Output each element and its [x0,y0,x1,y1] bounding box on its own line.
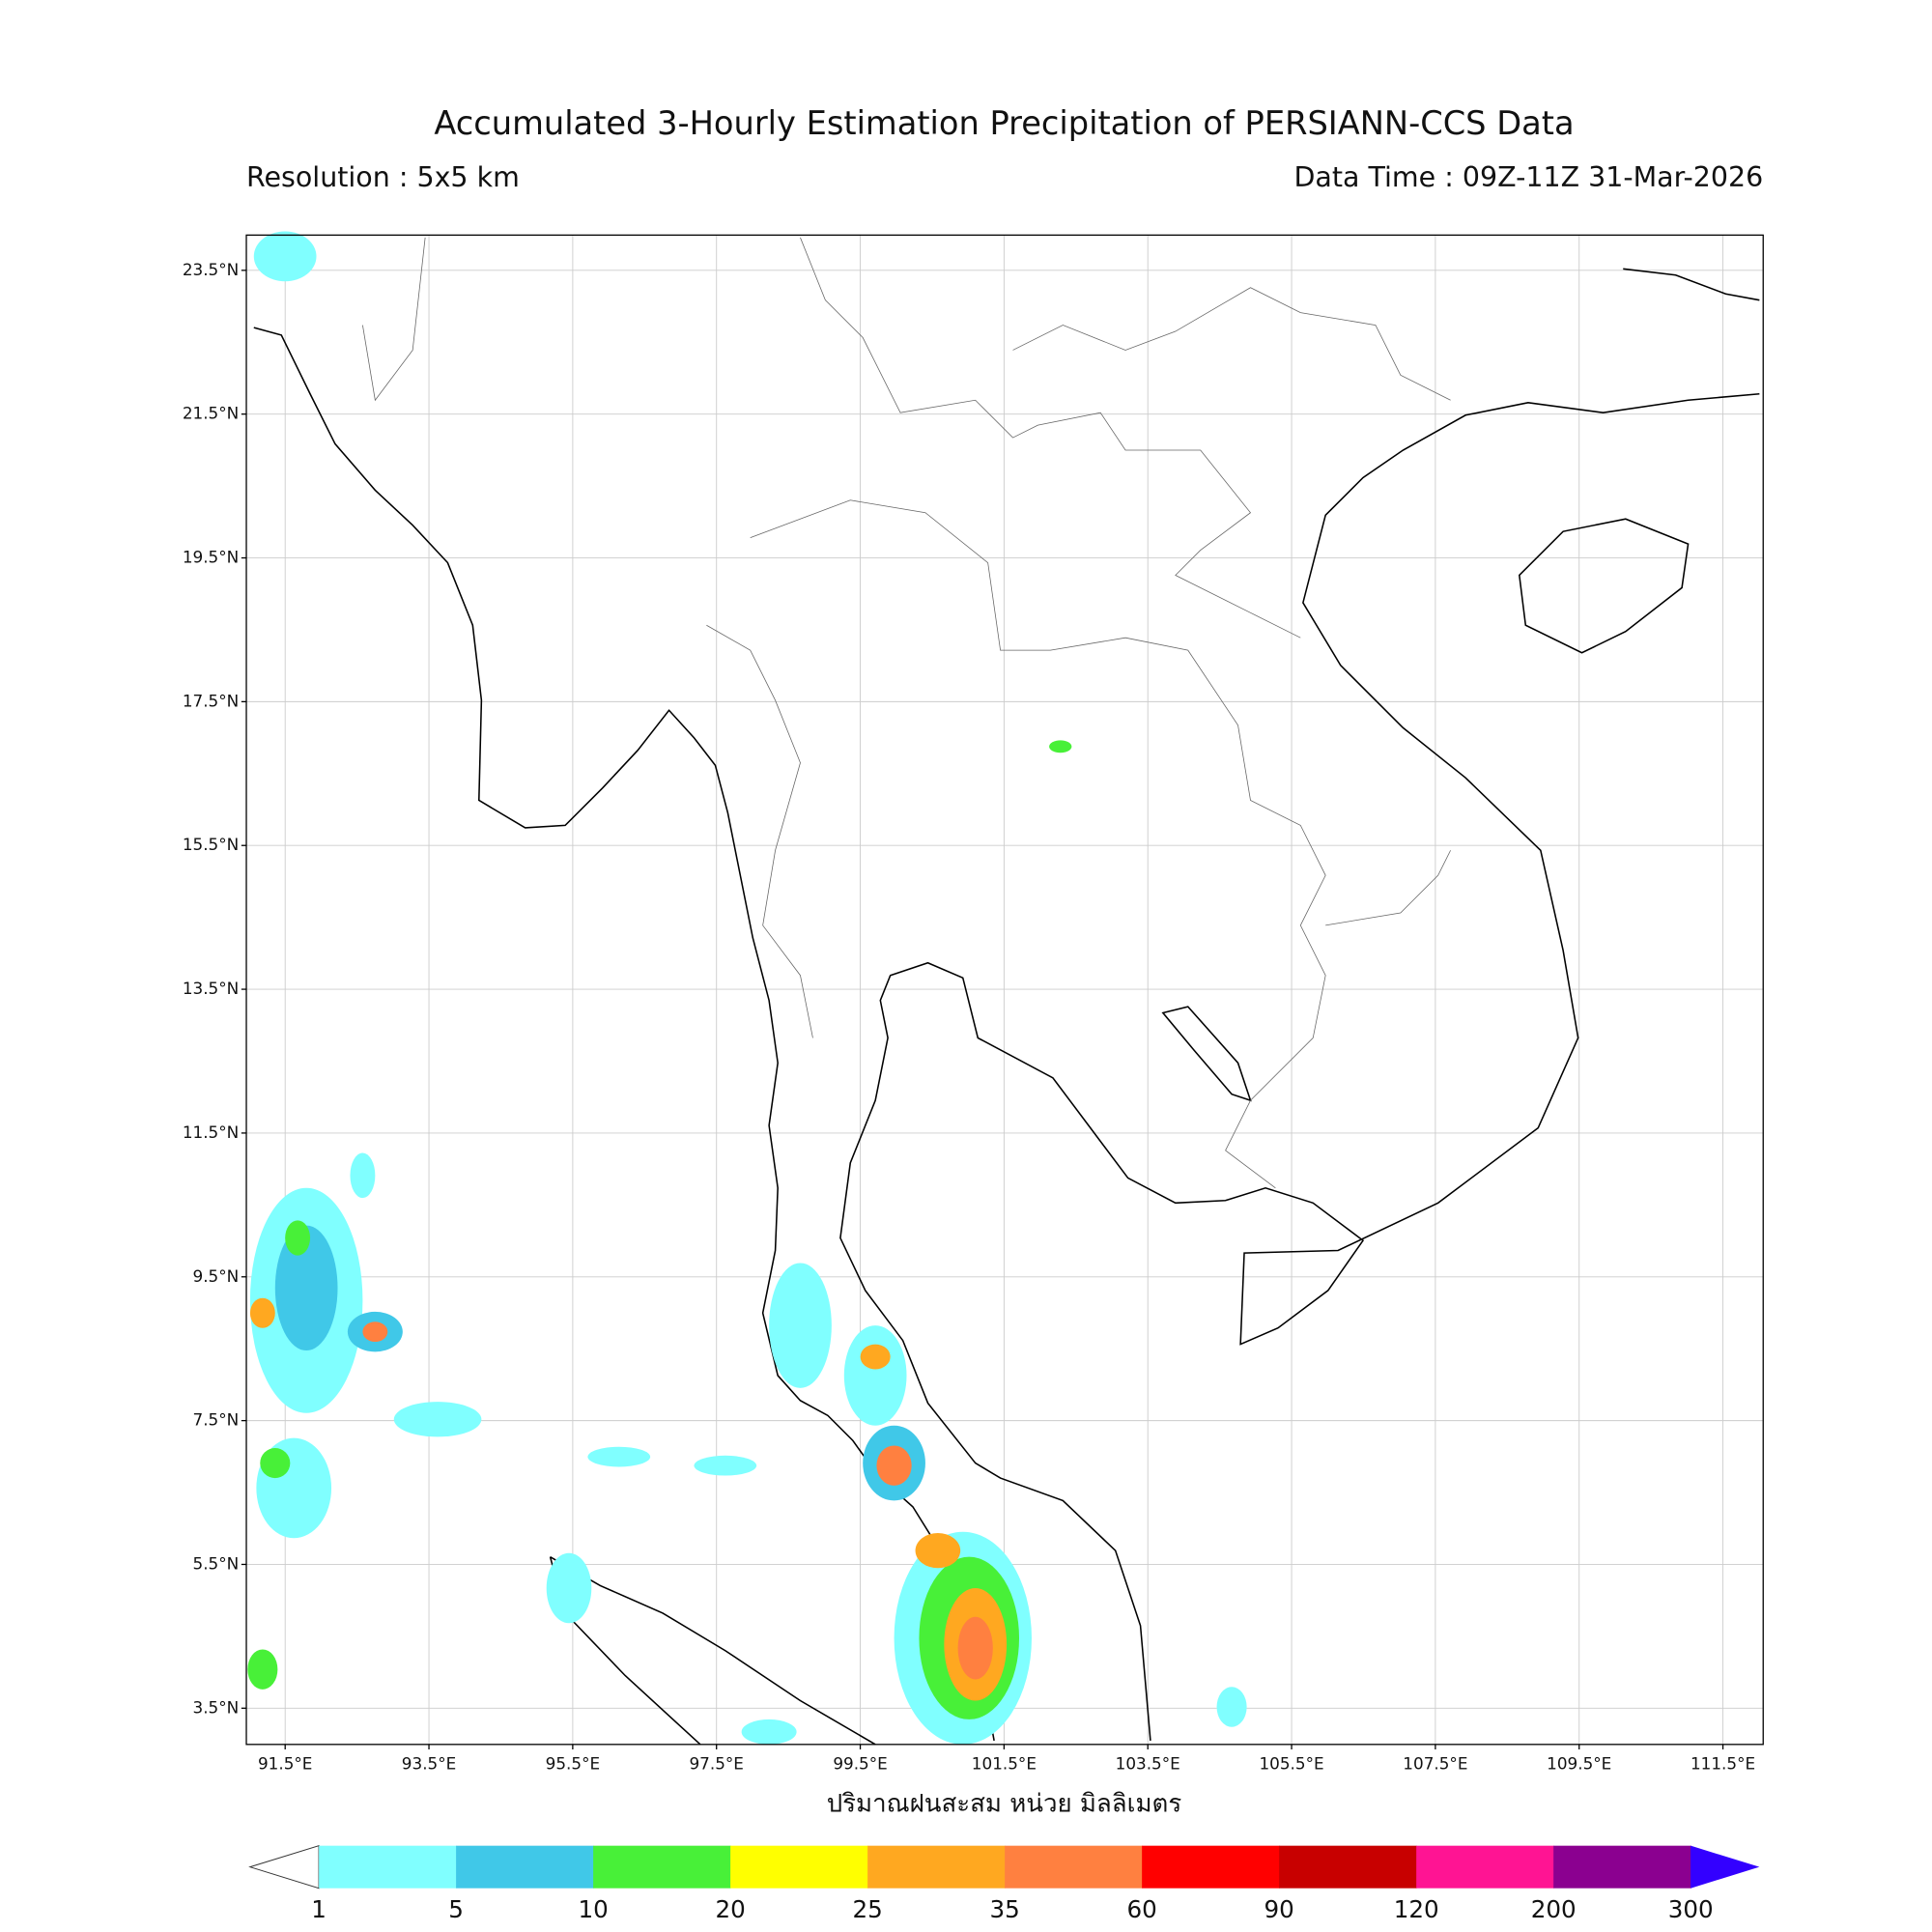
x-tick-label: 95.5°E [546,1754,600,1774]
coastline [550,1555,876,1746]
rain-area [249,1297,275,1328]
x-tick-label: 93.5°E [402,1754,456,1774]
colorbar-label: 90 [1264,1895,1294,1923]
data-time: Data Time : 09Z-11Z 31-Mar-2026 [1293,161,1763,193]
rain-area [843,1325,907,1426]
rain-area [247,1649,278,1690]
y-tick-label: 13.5°N [183,979,239,998]
x-tick-label: 101.5°E [972,1754,1037,1774]
colorbar-label: 200 [1531,1895,1577,1923]
y-tick-label: 3.5°N [193,1697,240,1717]
x-tick-label: 111.5°E [1690,1754,1755,1774]
colorbar-segment [456,1845,594,1889]
colorbar-segment [319,1845,457,1889]
rain-area [260,1448,291,1479]
y-tick-label: 21.5°N [183,404,239,423]
x-axis-label: ปริมาณฝนสะสม หน่วย มิลลิเมตร [827,1789,1182,1818]
rain-area [741,1719,797,1745]
border [1325,850,1451,926]
hainan [1518,518,1690,654]
rain-area [253,231,317,282]
coastline [253,327,995,1742]
colorbar-label: 35 [989,1895,1019,1923]
colorbar-label: 120 [1394,1895,1439,1923]
y-tick-label: 11.5°N [183,1122,239,1142]
colorbar-segment [730,1845,868,1889]
resolution: Resolution : 5x5 km [246,161,520,193]
x-tick-label: 97.5°E [689,1754,743,1774]
coastline [839,392,1760,1742]
coastline [1623,268,1760,301]
rain-area [957,1616,993,1680]
rain-area [546,1552,592,1624]
borders [362,237,1451,1189]
rain-area [393,1402,482,1437]
precipitation [247,231,1247,1745]
y-tick-label: 19.5°N [183,548,239,567]
x-tick-label: 99.5°E [833,1754,887,1774]
y-tick-label: 23.5°N [183,260,239,279]
border [706,624,813,1038]
colorbar-label: 20 [715,1895,745,1923]
rain-area [860,1344,891,1370]
over-arrow [1690,1845,1760,1889]
colorbar-segment [1279,1845,1417,1889]
rain-area [587,1446,651,1467]
rain-area [362,1321,388,1342]
rain-area [350,1152,376,1199]
rain-area [694,1455,757,1476]
title: Accumulated 3-Hourly Estimation Precipit… [434,104,1574,142]
x-tick-label: 91.5°E [258,1754,312,1774]
x-tick-label: 107.5°E [1403,1754,1467,1774]
border [1012,287,1451,401]
x-tick-label: 103.5°E [1116,1754,1180,1774]
y-tick-label: 15.5°N [183,835,239,854]
rain-area [274,1225,338,1351]
colorbar-segment [593,1845,731,1889]
colorbar-label: 25 [852,1895,882,1923]
border [800,237,1301,639]
colorbar-segment [1005,1845,1143,1889]
colorbar-segment [1142,1845,1280,1889]
under-arrow [248,1844,320,1889]
colorbar-label: 300 [1668,1895,1714,1923]
y-tick-label: 9.5°N [193,1266,240,1286]
colorbar: 1 5 10 20 25 35 60 90 120 200 300 [248,1844,1760,1923]
rain-area [915,1533,961,1569]
x-tick-label: 105.5°E [1259,1754,1323,1774]
y-tick-label: 5.5°N [193,1553,240,1573]
y-tick-label: 17.5°N [183,691,239,710]
rain-area [285,1220,311,1256]
colorbar-segment [1553,1845,1691,1889]
y-tick-label: 7.5°N [193,1410,240,1430]
x-tick-label: 109.5°E [1547,1754,1611,1774]
rain-area [1216,1687,1247,1727]
colorbar-label: 60 [1126,1895,1156,1923]
colorbar-label: 5 [448,1895,464,1923]
coastlines [253,268,1760,1746]
rain-area [1049,740,1072,753]
colorbar-label: 1 [311,1895,327,1923]
rain-area [876,1445,912,1486]
colorbar-segment [1416,1845,1554,1889]
rain-area [769,1263,832,1388]
border [362,237,426,402]
colorbar-segment [867,1845,1006,1889]
colorbar-label: 10 [578,1895,608,1923]
border [750,499,1326,1189]
